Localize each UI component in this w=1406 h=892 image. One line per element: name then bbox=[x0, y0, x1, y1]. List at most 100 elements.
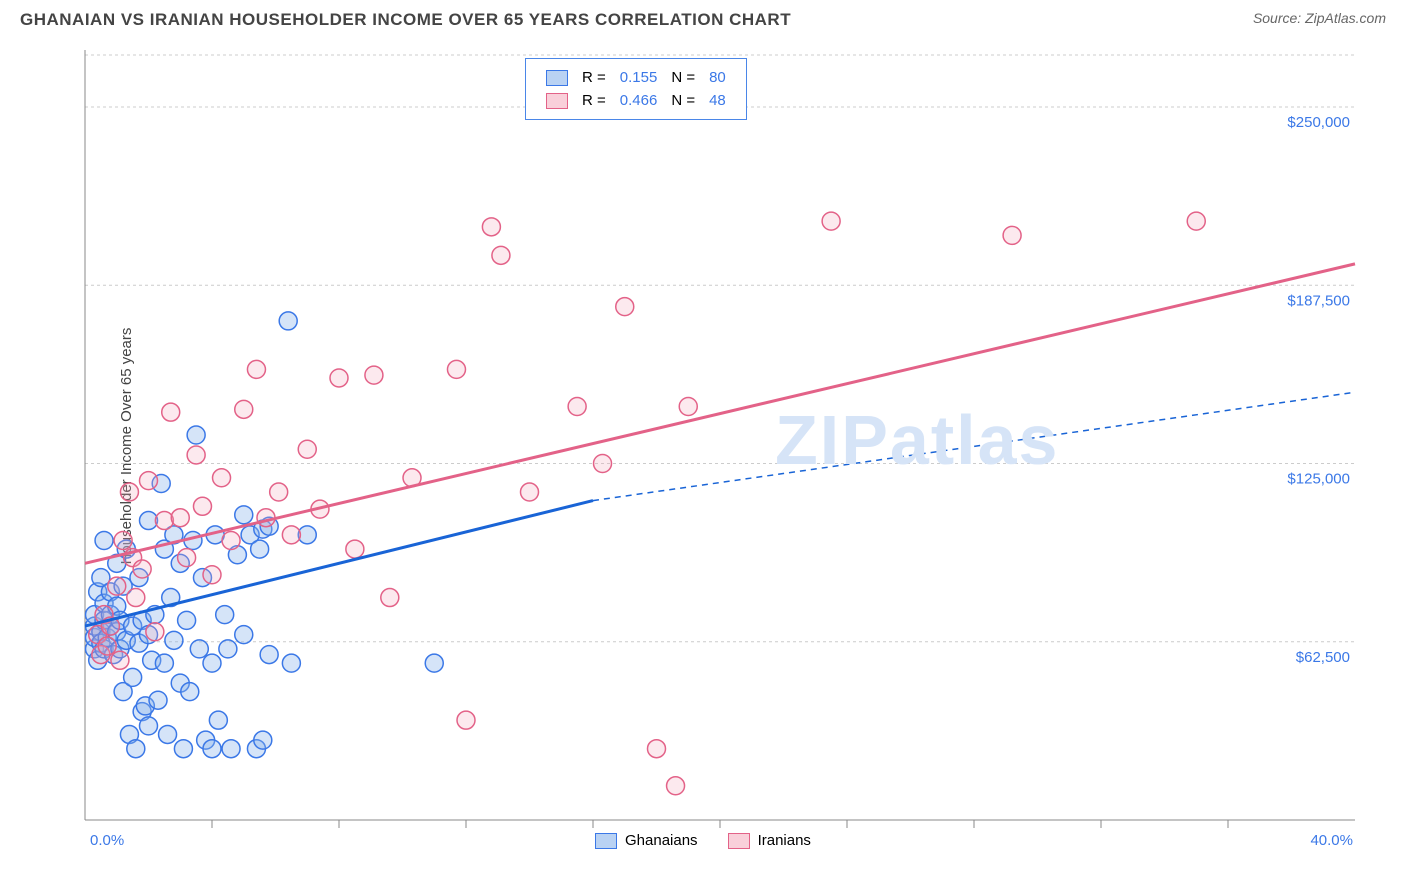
data-point bbox=[330, 369, 348, 387]
data-point bbox=[219, 640, 237, 658]
data-point bbox=[1187, 212, 1205, 230]
data-point bbox=[648, 740, 666, 758]
legend-swatch bbox=[728, 833, 750, 849]
data-point bbox=[1003, 226, 1021, 244]
data-point bbox=[298, 440, 316, 458]
y-tick-label: $250,000 bbox=[1287, 114, 1350, 131]
y-tick-label: $125,000 bbox=[1287, 471, 1350, 488]
r-value: 0.466 bbox=[614, 90, 664, 111]
n-value: 80 bbox=[703, 67, 732, 88]
data-point bbox=[146, 623, 164, 641]
data-point bbox=[155, 512, 173, 530]
data-point bbox=[282, 654, 300, 672]
data-point bbox=[247, 360, 265, 378]
n-label: N = bbox=[665, 67, 701, 88]
chart-area: $62,500 $125,000 $187,500 $250,000 0.0% 40.0%… bbox=[55, 40, 1385, 850]
data-point bbox=[108, 577, 126, 595]
legend-label: Iranians bbox=[758, 832, 811, 849]
source-attribution: Source: ZipAtlas.com bbox=[1253, 10, 1386, 26]
y-tick-label: $187,500 bbox=[1287, 292, 1350, 309]
data-point bbox=[447, 360, 465, 378]
series-legend: Ghanaians Iranians bbox=[595, 832, 811, 849]
data-point bbox=[114, 532, 132, 550]
data-point bbox=[181, 683, 199, 701]
r-label: R = bbox=[576, 67, 612, 88]
data-point bbox=[127, 740, 145, 758]
data-point bbox=[203, 566, 221, 584]
data-point bbox=[159, 725, 177, 743]
data-point bbox=[251, 540, 269, 558]
data-point bbox=[140, 472, 158, 490]
data-point bbox=[270, 483, 288, 501]
n-value: 48 bbox=[703, 90, 732, 111]
data-point bbox=[235, 400, 253, 418]
data-point bbox=[235, 626, 253, 644]
r-value: 0.155 bbox=[614, 67, 664, 88]
data-point bbox=[190, 640, 208, 658]
trendline-ghanaians-extrapolated bbox=[593, 392, 1355, 500]
data-point bbox=[203, 740, 221, 758]
data-point bbox=[594, 455, 612, 473]
legend-swatch bbox=[595, 833, 617, 849]
data-point bbox=[365, 366, 383, 384]
chart-header: GHANAIAN VS IRANIAN HOUSEHOLDER INCOME O… bbox=[0, 0, 1406, 30]
scatter-chart: $62,500 $125,000 $187,500 $250,000 0.0% 40.0% bbox=[55, 40, 1385, 850]
data-point bbox=[155, 654, 173, 672]
data-point bbox=[178, 549, 196, 567]
data-point bbox=[457, 711, 475, 729]
legend-item: Iranians bbox=[728, 832, 811, 849]
n-label: N = bbox=[665, 90, 701, 111]
data-point bbox=[178, 611, 196, 629]
data-point bbox=[521, 483, 539, 501]
data-point bbox=[149, 691, 167, 709]
data-point bbox=[616, 298, 634, 316]
legend-swatch bbox=[546, 70, 568, 86]
y-tick-label: $62,500 bbox=[1296, 649, 1350, 666]
data-point bbox=[282, 526, 300, 544]
data-point bbox=[492, 246, 510, 264]
trendline-iranians bbox=[85, 264, 1355, 563]
r-label: R = bbox=[576, 90, 612, 111]
legend-label: Ghanaians bbox=[625, 832, 698, 849]
data-point bbox=[98, 637, 116, 655]
data-point bbox=[679, 397, 697, 415]
data-point bbox=[162, 403, 180, 421]
legend-swatch bbox=[546, 93, 568, 109]
data-point bbox=[425, 654, 443, 672]
data-point bbox=[279, 312, 297, 330]
data-point bbox=[216, 606, 234, 624]
data-point bbox=[95, 532, 113, 550]
chart-title: GHANAIAN VS IRANIAN HOUSEHOLDER INCOME O… bbox=[20, 10, 791, 30]
data-point bbox=[171, 509, 189, 527]
source-label: Source: bbox=[1253, 10, 1305, 26]
legend-item: Ghanaians bbox=[595, 832, 698, 849]
data-point bbox=[111, 651, 129, 669]
data-point bbox=[213, 469, 231, 487]
data-point bbox=[127, 589, 145, 607]
data-point bbox=[187, 446, 205, 464]
data-point bbox=[822, 212, 840, 230]
x-max-label: 40.0% bbox=[1310, 832, 1353, 849]
x-min-label: 0.0% bbox=[90, 832, 124, 849]
data-point bbox=[222, 532, 240, 550]
data-point bbox=[346, 540, 364, 558]
data-point bbox=[187, 426, 205, 444]
legend-row: R =0.155N =80 bbox=[540, 67, 732, 88]
source-link[interactable]: ZipAtlas.com bbox=[1305, 10, 1386, 26]
data-point bbox=[133, 560, 151, 578]
data-point bbox=[124, 668, 142, 686]
legend-row: R =0.466N =48 bbox=[540, 90, 732, 111]
data-point bbox=[222, 740, 240, 758]
data-point bbox=[667, 777, 685, 795]
data-point bbox=[260, 646, 278, 664]
data-point bbox=[482, 218, 500, 236]
data-point bbox=[381, 589, 399, 607]
data-point bbox=[203, 654, 221, 672]
data-point bbox=[235, 506, 253, 524]
data-point bbox=[140, 717, 158, 735]
correlation-legend: R =0.155N =80R =0.466N =48 bbox=[525, 58, 747, 120]
data-point bbox=[254, 731, 272, 749]
data-point bbox=[209, 711, 227, 729]
data-point bbox=[193, 497, 211, 515]
data-point bbox=[165, 631, 183, 649]
